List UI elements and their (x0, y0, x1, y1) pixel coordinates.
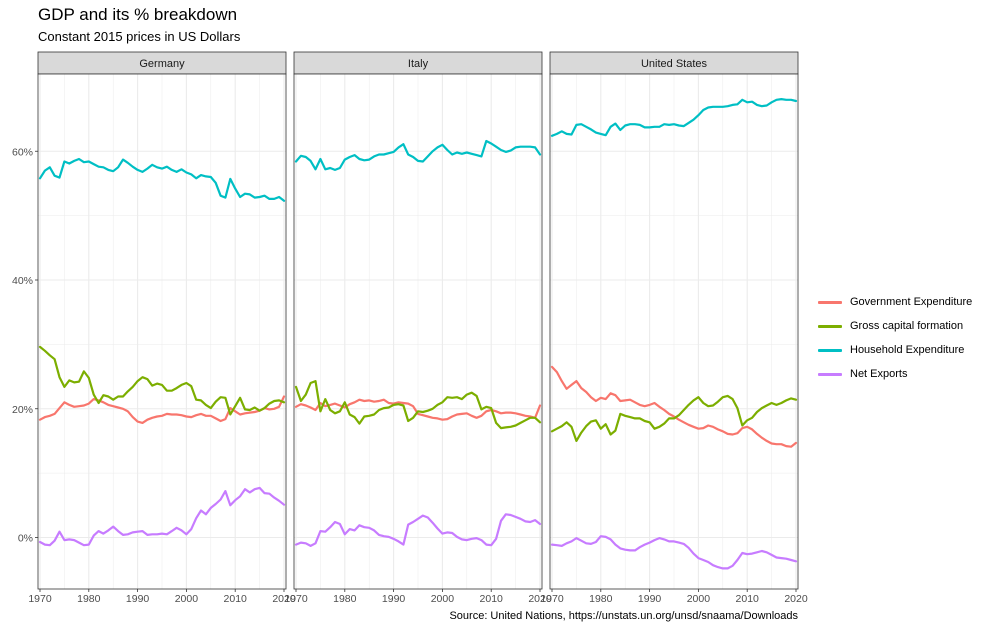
x-tick-label: 2020 (272, 593, 296, 605)
x-tick-label: 1990 (638, 593, 662, 605)
legend-key-government (818, 300, 842, 304)
x-tick-label: 2000 (431, 593, 455, 605)
x-tick-label: 1990 (126, 593, 150, 605)
x-tick-label: 1980 (589, 593, 613, 605)
legend-item-gross-capital: Gross capital formation (818, 314, 972, 338)
x-tick-label: 2010 (224, 593, 248, 605)
series-line-italy-gross-capital-formation (294, 380, 542, 430)
strip-label-germany: Germany (139, 58, 185, 70)
legend: Government Expenditure Gross capital for… (818, 290, 972, 386)
series-line-italy-net-exports (294, 513, 542, 548)
legend-item-net-exports: Net Exports (818, 362, 972, 386)
series-line-united-states-gross-capital-formation (550, 394, 798, 442)
series-line-germany-net-exports (38, 486, 286, 547)
legend-key-household (818, 348, 842, 352)
series-line-united-states-household-expenditure (550, 97, 798, 137)
x-tick-label: 1970 (28, 593, 52, 605)
panel-border-united-states (549, 73, 799, 590)
legend-item-government: Government Expenditure (818, 290, 972, 314)
y-tick-label: 0% (18, 533, 33, 545)
x-tick-label: 2020 (528, 593, 552, 605)
legend-label-net-exports: Net Exports (850, 368, 908, 380)
y-tick-label: 60% (12, 146, 33, 158)
strip-label-united-states: United States (641, 58, 708, 70)
x-tick-label: 2010 (736, 593, 760, 605)
chart-subtitle: Constant 2015 prices in US Dollars (38, 29, 241, 44)
x-tick-label: 2000 (175, 593, 199, 605)
series-line-united-states-net-exports (550, 535, 798, 570)
series-line-germany-government-expenditure (38, 395, 286, 424)
panel-italy: Italy 1970 1980 1990 2000 2010 2020 (284, 51, 552, 605)
legend-item-household: Household Expenditure (818, 338, 972, 362)
strip-label-italy: Italy (408, 58, 429, 70)
legend-label-government: Government Expenditure (850, 296, 973, 308)
x-tick-label: 1980 (333, 593, 357, 605)
series-line-germany-gross-capital-formation (38, 345, 286, 416)
x-tick-label: 2010 (480, 593, 504, 605)
legend-key-net-exports (818, 372, 842, 376)
panel-border-italy (293, 73, 543, 590)
x-tick-label: 1990 (382, 593, 406, 605)
series-line-italy-household-expenditure (294, 139, 542, 171)
legend-label-household: Household Expenditure (850, 344, 965, 356)
legend-key-gross-capital (818, 324, 842, 328)
series-line-united-states-government-expenditure (550, 365, 798, 448)
series-line-italy-government-expenditure (294, 398, 542, 421)
x-tick-label: 2000 (687, 593, 711, 605)
panel-united-states: United States 1970 1980 1990 2000 2010 2020 (540, 51, 808, 605)
series-line-germany-household-expenditure (38, 157, 286, 202)
x-tick-label: 2020 (784, 593, 808, 605)
y-tick-label: 40% (12, 275, 33, 287)
x-tick-label: 1980 (77, 593, 101, 605)
panel-border-germany (37, 73, 287, 590)
panel-germany: Germany 1970 1980 1990 2000 2010 2020 0% 20% 40% 6… (12, 51, 296, 605)
y-tick-label: 20% (12, 404, 33, 416)
chart-title: GDP and its % breakdown (38, 5, 238, 24)
x-tick-label: 1970 (540, 593, 564, 605)
legend-label-gross-capital: Gross capital formation (850, 320, 964, 332)
x-tick-label: 1970 (284, 593, 308, 605)
chart-caption: Source: United Nations, https://unstats.… (449, 610, 798, 622)
